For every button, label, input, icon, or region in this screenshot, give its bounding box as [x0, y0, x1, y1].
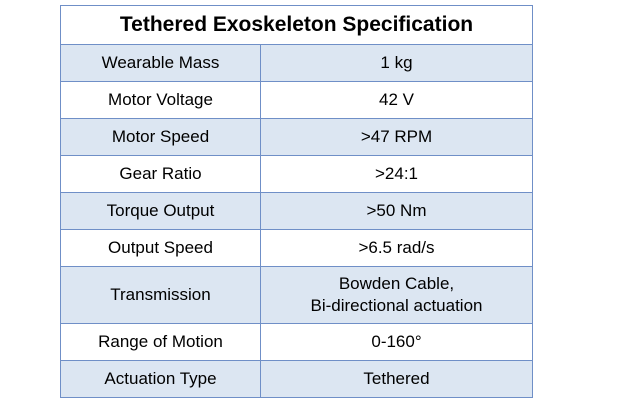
row-value: 0-160° [260, 323, 533, 361]
row-value: >50 Nm [260, 192, 533, 230]
row-label: Torque Output [60, 192, 261, 230]
row-value: Tethered [260, 360, 533, 398]
row-value: Bowden Cable, Bi-directional actuation [260, 266, 533, 324]
table-row: Motor Voltage 42 V [60, 81, 533, 119]
row-value: >47 RPM [260, 118, 533, 156]
table-row: Motor Speed >47 RPM [60, 118, 533, 156]
row-label: Gear Ratio [60, 155, 261, 193]
table-row: Transmission Bowden Cable, Bi-directiona… [60, 266, 533, 324]
row-value: >24:1 [260, 155, 533, 193]
row-label: Motor Speed [60, 118, 261, 156]
row-value: 42 V [260, 81, 533, 119]
table-row: Gear Ratio >24:1 [60, 155, 533, 193]
row-value: >6.5 rad/s [260, 229, 533, 267]
row-label: Actuation Type [60, 360, 261, 398]
row-value-line1: Bowden Cable, [338, 274, 455, 293]
table-row: Range of Motion 0-160° [60, 323, 533, 361]
row-label: Motor Voltage [60, 81, 261, 119]
spec-table: Tethered Exoskeleton Specification Weara… [60, 5, 533, 398]
row-label: Transmission [60, 266, 261, 324]
row-value-line2: Bi-directional actuation [310, 296, 483, 315]
row-label: Range of Motion [60, 323, 261, 361]
row-label: Wearable Mass [60, 44, 261, 82]
row-value: 1 kg [260, 44, 533, 82]
table-row: Actuation Type Tethered [60, 360, 533, 398]
table-row: Output Speed >6.5 rad/s [60, 229, 533, 267]
table-header-row: Tethered Exoskeleton Specification [60, 5, 533, 45]
table-title: Tethered Exoskeleton Specification [60, 5, 533, 45]
table-row: Wearable Mass 1 kg [60, 44, 533, 82]
row-label: Output Speed [60, 229, 261, 267]
table-row: Torque Output >50 Nm [60, 192, 533, 230]
